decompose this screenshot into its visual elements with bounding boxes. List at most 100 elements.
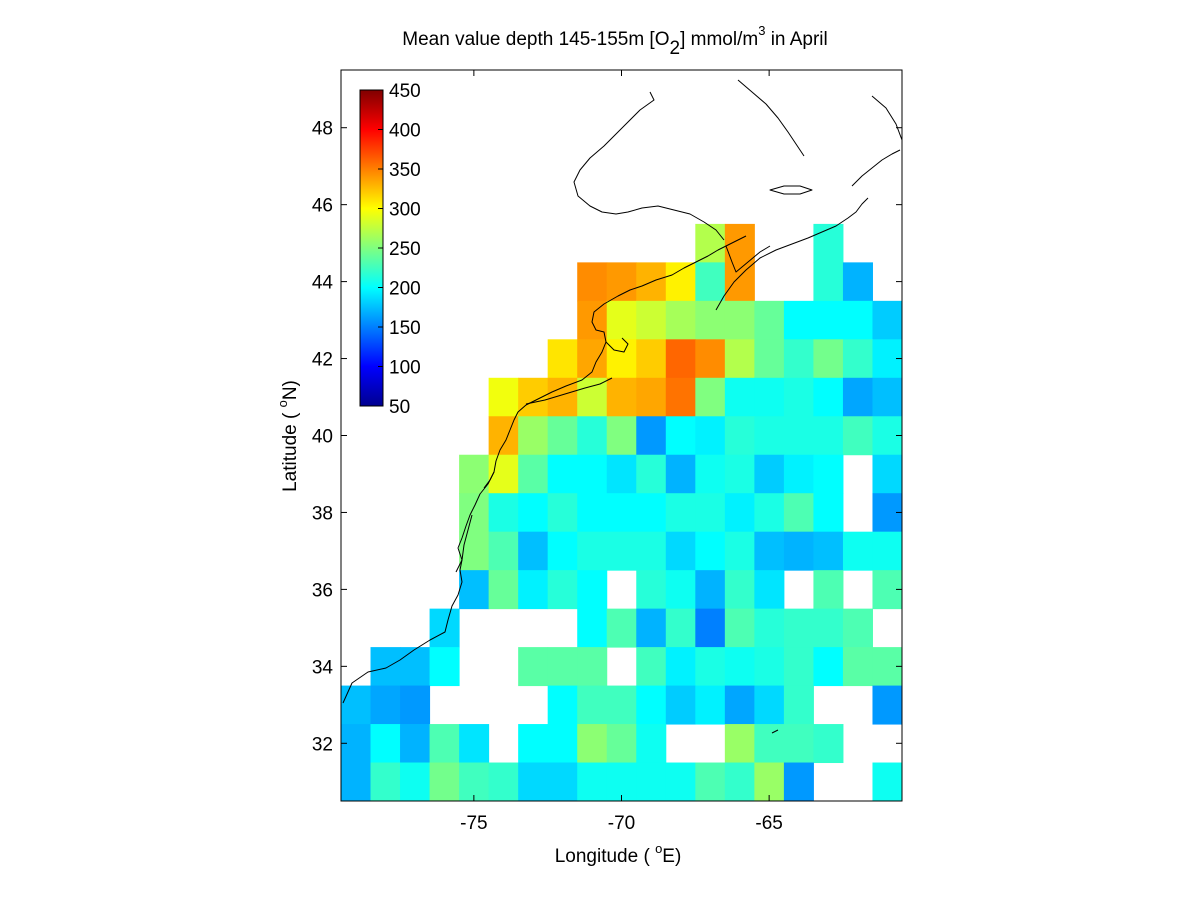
heatmap-cells (341, 223, 903, 802)
heatmap-cell (665, 608, 696, 648)
heatmap-cell (842, 262, 873, 302)
heatmap-cell (813, 531, 844, 571)
heatmap-cell (606, 262, 637, 302)
heatmap-cell (754, 570, 785, 610)
heatmap-cell (400, 724, 431, 764)
heatmap-cell (577, 608, 608, 648)
heatmap-cell (636, 416, 667, 456)
heatmap-cell (636, 647, 667, 687)
heatmap-cell (695, 608, 726, 648)
heatmap-cell (724, 339, 755, 379)
pei (769, 185, 813, 195)
heatmap-cell (754, 647, 785, 687)
heatmap-cell (754, 454, 785, 494)
labrador-shore (737, 79, 805, 157)
heatmap-cell (488, 493, 519, 533)
heatmap-cell (518, 647, 549, 687)
heatmap-cell (695, 531, 726, 571)
heatmap-cell (665, 339, 696, 379)
y-tick-label: 38 (312, 503, 333, 524)
heatmap-cell (341, 762, 372, 802)
y-tick-label: 32 (312, 734, 333, 755)
heatmap-cell (695, 570, 726, 610)
heatmap-cell (754, 493, 785, 533)
heatmap-cell (813, 262, 844, 302)
heatmap-cell (665, 454, 696, 494)
heatmap-cell (606, 685, 637, 725)
colorbar-tick-label: 450 (389, 81, 421, 102)
heatmap-cell (577, 724, 608, 764)
heatmap-cell (636, 608, 667, 648)
y-tick-label: 42 (312, 350, 333, 371)
heatmap-cell (577, 262, 608, 302)
y-tick-label: 34 (312, 657, 334, 678)
heatmap-cell (488, 377, 519, 417)
heatmap-cell (400, 647, 431, 687)
heatmap-cell (872, 762, 903, 802)
heatmap-cell (547, 339, 578, 379)
heatmap-cell (695, 262, 726, 302)
heatmap-cell (606, 339, 637, 379)
colorbar-tick-label: 350 (389, 160, 421, 181)
heatmap-cell (724, 531, 755, 571)
heatmap-cell (813, 454, 844, 494)
heatmap-cell (488, 570, 519, 610)
heatmap-cell (724, 608, 755, 648)
heatmap-cell (783, 762, 814, 802)
chart-title: Mean value depth 145-155m [O2] mmol/m3 i… (402, 23, 827, 59)
heatmap-cell (370, 762, 401, 802)
heatmap-cell (872, 377, 903, 417)
heatmap-cell (695, 685, 726, 725)
heatmap-cell (754, 416, 785, 456)
heatmap-cell (783, 454, 814, 494)
heatmap-cell (518, 724, 549, 764)
heatmap-cell (606, 608, 637, 648)
heatmap-cell (518, 377, 549, 417)
heatmap-cell (370, 685, 401, 725)
heatmap-cell (577, 493, 608, 533)
heatmap-cell (724, 570, 755, 610)
y-axis-label: Latitude ( oN) (275, 380, 301, 492)
heatmap-cell (577, 377, 608, 417)
long-island (525, 377, 613, 405)
heatmap-cell (783, 300, 814, 340)
heatmap-cell (665, 493, 696, 533)
heatmap-cell (606, 377, 637, 417)
bay-of-fundy (725, 245, 771, 273)
heatmap-cell (488, 531, 519, 571)
heatmap-cell (724, 685, 755, 725)
heatmap-cell (547, 762, 578, 802)
x-axis-label: Longitude ( oE) (555, 841, 682, 867)
heatmap-cell (813, 377, 844, 417)
heatmap-cell (488, 762, 519, 802)
heatmap-cell (842, 339, 873, 379)
heatmap-cell (636, 531, 667, 571)
heatmap-cell (518, 493, 549, 533)
heatmap-cell (606, 416, 637, 456)
bermuda (771, 729, 779, 734)
heatmap-cell (547, 724, 578, 764)
heatmap-cell (872, 300, 903, 340)
coastline (342, 79, 903, 734)
cape-breton (851, 149, 901, 187)
heatmap-cell (754, 531, 785, 571)
heatmap-cell (724, 300, 755, 340)
heatmap-cell (400, 762, 431, 802)
heatmap-cell (813, 493, 844, 533)
heatmap-cell (636, 685, 667, 725)
heatmap-cell (636, 570, 667, 610)
heatmap-cell (606, 724, 637, 764)
heatmap-cell (665, 416, 696, 456)
heatmap-cell (547, 454, 578, 494)
heatmap-cell (636, 493, 667, 533)
heatmap-cell (636, 724, 667, 764)
heatmap-cell (606, 531, 637, 571)
y-tick-label: 48 (312, 119, 333, 140)
heatmap-cell (813, 570, 844, 610)
heatmap-cell (636, 454, 667, 494)
heatmap-cell (842, 416, 873, 456)
heatmap-cell (783, 685, 814, 725)
heatmap-cell (665, 762, 696, 802)
heatmap-cell (429, 608, 460, 648)
